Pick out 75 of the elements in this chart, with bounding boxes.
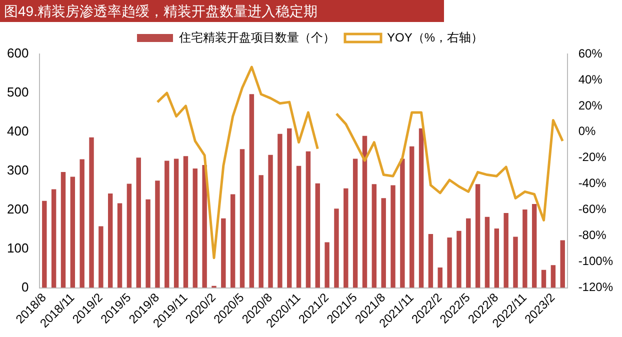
bar: [428, 234, 434, 288]
bar: [42, 200, 47, 288]
bar: [136, 158, 141, 288]
bar: [240, 149, 245, 288]
bar: [51, 189, 56, 288]
bar: [344, 188, 348, 288]
bar: [504, 212, 508, 288]
chart-title: 图49.精装房渗透率趋缓，精装开盘数量进入稳定期: [0, 0, 444, 22]
bar: [334, 208, 339, 288]
bar: [532, 204, 537, 288]
bar: [258, 175, 264, 288]
y2-tick-label: 0%: [578, 124, 596, 138]
bar: [484, 216, 490, 288]
bar: [550, 265, 556, 288]
y2-tick-label: -40%: [578, 176, 607, 190]
bar: [315, 183, 320, 288]
bar: [278, 134, 282, 288]
bar: [438, 268, 442, 288]
bar: [409, 146, 414, 288]
bar: [202, 165, 207, 288]
bar: [268, 154, 273, 288]
bar: [89, 137, 94, 288]
y2-tick-label: 40%: [578, 72, 603, 86]
legend-label: YOY（%，右轴）: [386, 30, 484, 44]
bar: [230, 194, 236, 288]
bar: [513, 236, 518, 288]
y2-tick-label: -100%: [578, 254, 614, 268]
bar: [418, 128, 424, 288]
bar: [183, 156, 188, 288]
y2-tick-label: -120%: [578, 280, 614, 294]
y-tick-label: 300: [6, 162, 29, 178]
y-tick-label: 400: [6, 124, 29, 139]
bar: [372, 184, 377, 288]
bar: [296, 166, 302, 288]
bar: [466, 218, 471, 288]
y-tick-label: 100: [6, 240, 29, 256]
bar: [146, 199, 150, 288]
bar: [164, 160, 170, 288]
bar: [192, 168, 198, 288]
bar: [456, 230, 462, 288]
bar: [80, 159, 84, 288]
bar: [221, 218, 226, 288]
bar: [381, 198, 386, 288]
bar: [117, 203, 122, 288]
y-tick-label: 500: [6, 84, 29, 100]
bar: [390, 185, 396, 288]
bar: [60, 172, 66, 288]
y2-tick-label: 20%: [578, 98, 603, 112]
y2-tick-label: 60%: [578, 46, 603, 60]
bar: [98, 226, 104, 288]
bar: [447, 238, 452, 288]
bar: [352, 158, 358, 288]
bar: [324, 242, 330, 288]
bar: [174, 158, 179, 288]
y2-tick-label: -80%: [578, 228, 607, 242]
bar: [249, 94, 254, 288]
bar: [400, 158, 405, 288]
bar: [287, 128, 292, 288]
y2-tick-label: -20%: [578, 150, 607, 164]
y-tick-label: 200: [6, 201, 29, 216]
y2-tick-label: -60%: [578, 202, 607, 216]
bar: [126, 184, 132, 288]
bar: [494, 228, 500, 288]
bar: [70, 176, 76, 288]
bar: [306, 151, 311, 288]
bar: [362, 136, 368, 288]
bar: [541, 270, 546, 288]
bar: [108, 193, 113, 288]
bar: [475, 184, 480, 288]
y-tick-label: 600: [6, 46, 29, 61]
bar: [155, 180, 160, 288]
legend-label: 住宅精装开盘项目数量（个）: [178, 30, 335, 44]
bar: [560, 240, 565, 288]
y-tick-label: 0: [21, 279, 29, 294]
bar: [522, 209, 528, 288]
